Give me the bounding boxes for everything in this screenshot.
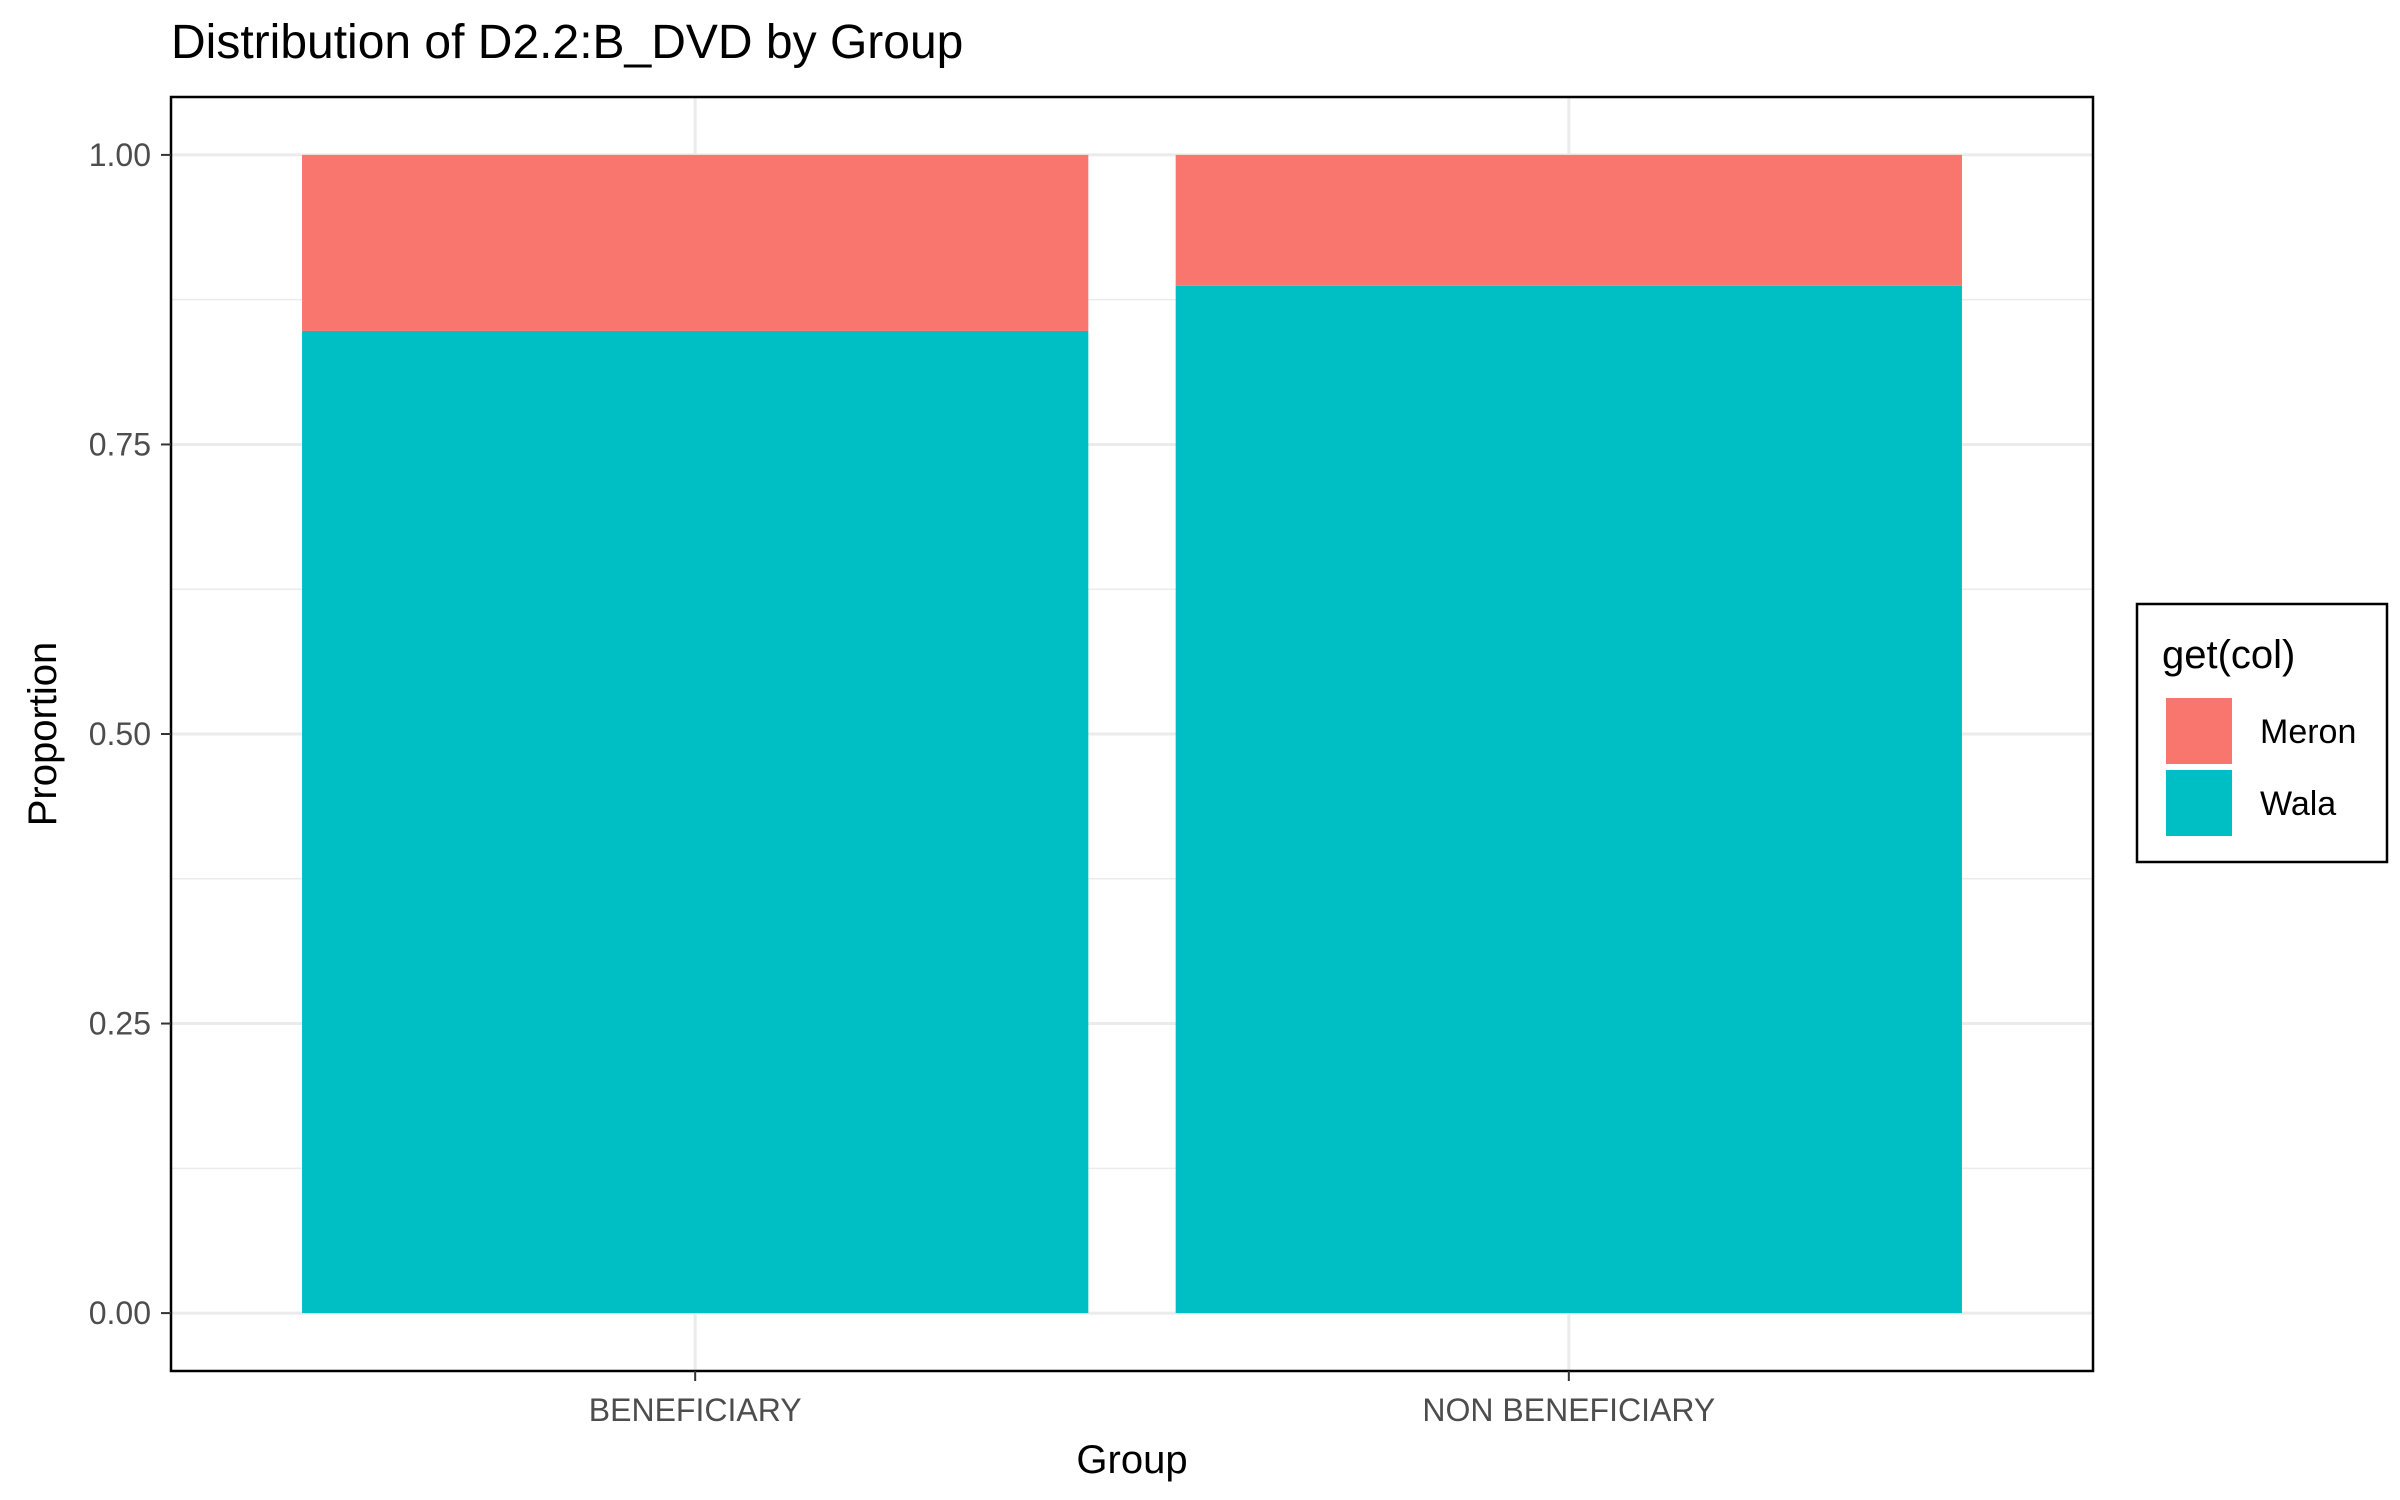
y-tick-label: 0.25	[89, 1006, 151, 1042]
legend-label-meron: Meron	[2260, 713, 2356, 751]
legend: get(col) Meron Wala	[2135, 602, 2389, 864]
chart-title: Distribution of D2.2:B_DVD by Group	[171, 16, 963, 69]
bars	[302, 154, 1962, 1314]
bar-meron-beneficiary	[302, 154, 1089, 331]
y-tick-label: 0.00	[89, 1295, 151, 1331]
legend-swatch-meron	[2166, 698, 2232, 764]
y-tick-label: 0.75	[89, 426, 151, 462]
y-axis-title: Proportion	[21, 642, 65, 827]
y-axis: 0.00 0.25 0.50 0.75 1.00	[89, 137, 171, 1331]
x-tick-label: NON BENEFICIARY	[1422, 1392, 1715, 1428]
bar-meron-non-beneficiary	[1175, 154, 1962, 286]
x-axis-title: Group	[1076, 1438, 1187, 1482]
legend-label-wala: Wala	[2260, 785, 2336, 823]
legend-title: get(col)	[2162, 633, 2295, 677]
y-tick-label: 0.50	[89, 716, 151, 752]
bar-wala-beneficiary	[302, 330, 1089, 1314]
x-axis: BENEFICIARY NON BENEFICIARY	[589, 1371, 1715, 1428]
x-tick-label: BENEFICIARY	[589, 1392, 802, 1428]
legend-entries: Meron Wala	[2166, 698, 2356, 836]
bar-wala-non-beneficiary	[1175, 285, 1962, 1314]
legend-swatch-wala	[2166, 770, 2232, 836]
y-tick-label: 1.00	[89, 137, 151, 173]
